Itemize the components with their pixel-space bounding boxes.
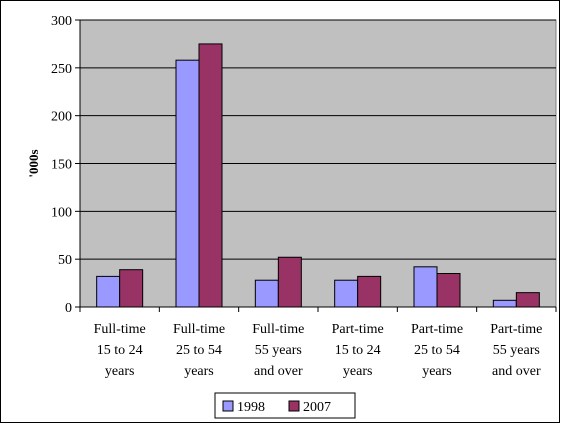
legend-label-1998: 1998 [237,400,265,415]
bar-1998-5 [492,299,517,308]
x-category-label: Part-time 55 years and over [490,322,542,379]
x-category-label: Full-time 15 to 24 years [94,322,146,379]
legend-label-2007: 2007 [303,400,331,415]
x-category-label-line: years [343,364,373,379]
bar-2007-3 [357,275,382,308]
x-category-label-line: Full-time [173,322,225,337]
x-category-label-line: years [422,364,452,379]
x-category-label: Part-time 25 to 54 years [411,322,463,379]
y-axis-ticks: 0 50 100 150 200 250 300 [51,14,72,316]
y-tick-label: 300 [51,14,72,29]
x-category-label: Full-time 55 years and over [252,322,304,379]
x-category-label-line: Part-time [332,322,384,337]
bar-1998-0 [96,275,121,308]
x-category-label-line: and over [492,364,541,379]
bar-2007-0 [119,269,144,308]
bar-2007-2 [277,256,302,308]
x-category-label-line: Part-time [490,322,542,337]
y-axis-title: '000s [26,149,41,177]
x-category-label-line: and over [254,364,303,379]
legend-box [214,392,356,419]
x-category-label-line: 55 years [493,343,540,358]
x-category-label: Part-time 15 to 24 years [332,322,384,379]
legend-swatch-2007 [288,400,300,412]
y-tick-label: 250 [51,62,72,77]
y-tick-label: 150 [51,158,72,173]
bar-2007-4 [436,273,461,308]
bar-1998-1 [175,59,200,308]
y-tick-label: 0 [65,301,72,316]
y-tick-label: 200 [51,110,72,125]
gridlines [80,19,556,260]
bar-1998-2 [254,279,279,308]
legend-swatch-1998 [222,400,234,412]
y-tick-label: 50 [58,253,72,268]
bar-2007-1 [198,43,223,308]
x-category-label-line: 55 years [255,343,302,358]
x-category-label-line: years [184,364,214,379]
x-category-label-line: Full-time [94,322,146,337]
bar-2007-5 [515,292,540,308]
x-category-label-line: 25 to 54 [414,343,460,358]
x-category-label-line: 15 to 24 [97,343,143,358]
x-category-label: Full-time 25 to 54 years [173,322,225,379]
bar-1998-4 [413,266,438,308]
y-tick-label: 100 [51,205,72,220]
x-category-label-line: 15 to 24 [335,343,381,358]
x-category-label-line: Full-time [252,322,304,337]
x-category-label-line: 25 to 54 [176,343,222,358]
x-axis-labels: Full-time 15 to 24 years Full-time 25 to 54 y… [94,322,543,379]
x-category-label-line: Part-time [411,322,463,337]
axes [75,19,557,312]
bar-1998-3 [334,279,359,308]
x-category-label-line: years [105,364,135,379]
legend: 1998 2007 [214,392,356,419]
bars [96,43,540,308]
